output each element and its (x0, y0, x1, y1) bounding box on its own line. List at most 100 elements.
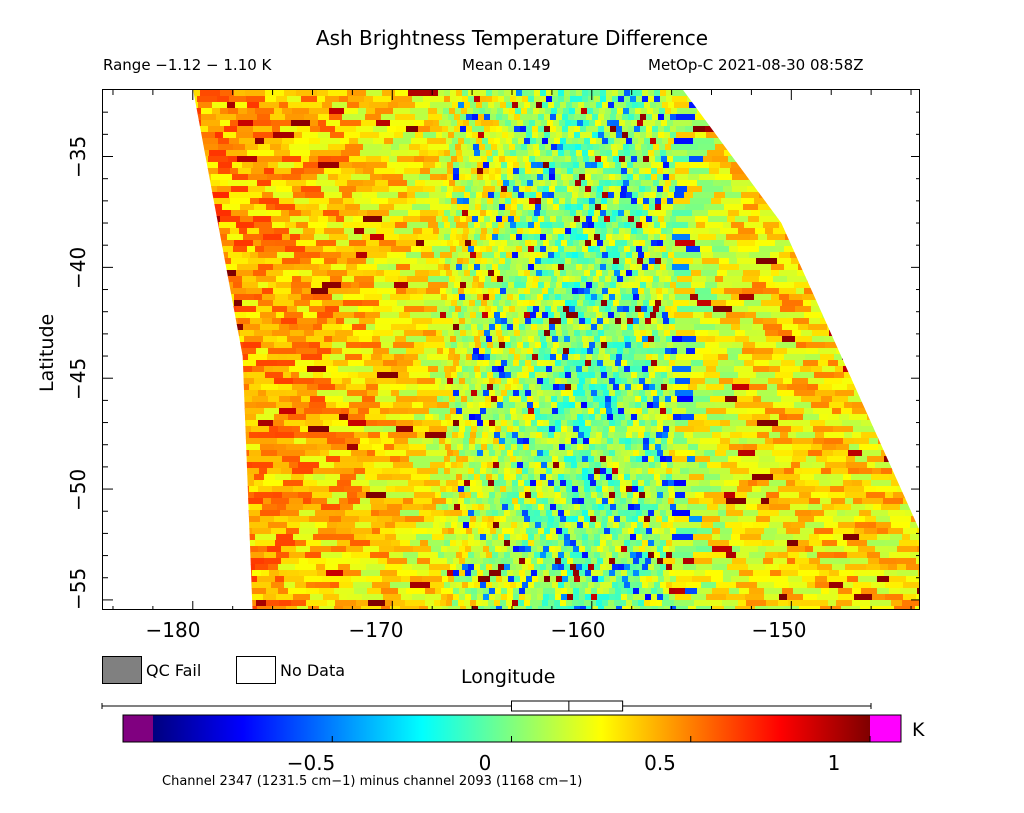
heatmap-cell (549, 390, 556, 397)
heatmap-cell (375, 318, 394, 325)
heatmap-cell (414, 342, 425, 349)
heatmap-cell (121, 210, 130, 217)
heatmap-cell (831, 138, 852, 145)
heatmap-cell (626, 138, 633, 145)
heatmap-cell (735, 336, 750, 343)
heatmap-cell (908, 252, 919, 259)
heatmap-cell (367, 252, 388, 259)
heatmap-cell (360, 150, 380, 157)
heatmap-cell (693, 396, 711, 403)
heatmap-cell (496, 114, 503, 121)
heatmap-cell (589, 414, 596, 421)
heatmap-cell (611, 306, 618, 313)
heatmap-cell (535, 120, 542, 127)
heatmap-cell (511, 384, 518, 391)
heatmap-cell (607, 300, 614, 307)
heatmap-cell (103, 246, 125, 253)
heatmap-cell (147, 162, 164, 169)
heatmap-cell (471, 240, 478, 247)
heatmap-cell (855, 348, 877, 355)
heatmap-cell (192, 312, 201, 319)
heatmap-cell (720, 438, 731, 445)
heatmap-cell (528, 234, 535, 241)
heatmap-cell (506, 102, 513, 109)
heatmap-cell (454, 216, 461, 223)
heatmap-cell (710, 426, 723, 433)
heatmap-cell (443, 306, 450, 313)
heatmap-cell (522, 408, 529, 415)
heatmap-cell (879, 144, 891, 151)
heatmap-cell (565, 444, 572, 451)
heatmap-cell (394, 132, 404, 139)
heatmap-cell (896, 168, 918, 175)
heatmap-cell (329, 198, 344, 205)
heatmap-cell (555, 390, 562, 397)
heatmap-cell (139, 156, 160, 163)
heatmap-cell (602, 102, 609, 109)
heatmap-cell (609, 294, 616, 301)
heatmap-cell (272, 126, 281, 133)
heatmap-cell (829, 330, 844, 337)
heatmap-cell (249, 432, 259, 439)
heatmap-cell (598, 114, 605, 121)
heatmap-cell (633, 294, 640, 301)
heatmap-cell (498, 234, 505, 241)
heatmap-cell (335, 330, 354, 337)
heatmap-cell (657, 240, 664, 247)
heatmap-cell (654, 90, 661, 97)
heatmap-cell (112, 252, 124, 259)
heatmap-cell (672, 336, 683, 343)
heatmap-cell (327, 270, 348, 277)
heatmap-cell (719, 342, 733, 349)
heatmap-cell (461, 348, 468, 355)
heatmap-cell (668, 192, 675, 199)
heatmap-cell (302, 132, 319, 139)
heatmap-cell (284, 420, 306, 427)
heatmap-cell (134, 252, 147, 259)
heatmap-cell (850, 144, 872, 151)
heatmap-cell (833, 156, 854, 163)
heatmap-cell (618, 222, 625, 229)
heatmap-cell (294, 264, 305, 271)
heatmap-cell (162, 204, 184, 211)
heatmap-cell (504, 246, 511, 253)
heatmap-cell (486, 210, 493, 217)
heatmap-cell (483, 450, 490, 457)
heatmap-cell (166, 438, 185, 445)
heatmap-cell (589, 342, 596, 349)
heatmap-cell (881, 258, 900, 265)
heatmap-cell (441, 174, 448, 181)
heatmap-cell (627, 450, 634, 457)
heatmap-cell (525, 420, 532, 427)
heatmap-cell (254, 294, 263, 301)
heatmap-cell (470, 432, 477, 439)
heatmap-cell (509, 180, 516, 187)
heatmap-cell (706, 408, 727, 415)
heatmap-cell (581, 402, 588, 409)
heatmap-cell (452, 312, 459, 319)
heatmap-cell (643, 300, 650, 307)
heatmap-cell (515, 276, 522, 283)
heatmap-cell (404, 120, 415, 127)
heatmap-cell (158, 126, 178, 133)
heatmap-cell (553, 228, 560, 235)
heatmap-cell (497, 108, 504, 115)
heatmap-cell (573, 378, 580, 385)
heatmap-cell (212, 108, 221, 115)
heatmap-cell (162, 294, 182, 301)
heatmap-cell (622, 132, 629, 139)
heatmap-cell (381, 114, 396, 121)
heatmap-cell (777, 318, 794, 325)
heatmap-cell (622, 126, 629, 133)
heatmap-cell (231, 258, 249, 265)
heatmap-cell (662, 432, 669, 439)
heatmap-cell (547, 372, 554, 379)
heatmap-cell (452, 252, 459, 259)
heatmap-cell (587, 396, 594, 403)
heatmap-cell (609, 240, 616, 247)
heatmap-cell (591, 360, 598, 367)
heatmap-cell (192, 306, 209, 313)
heatmap-cell (868, 408, 888, 415)
heatmap-cell (646, 354, 653, 361)
heatmap-cell (456, 336, 463, 343)
